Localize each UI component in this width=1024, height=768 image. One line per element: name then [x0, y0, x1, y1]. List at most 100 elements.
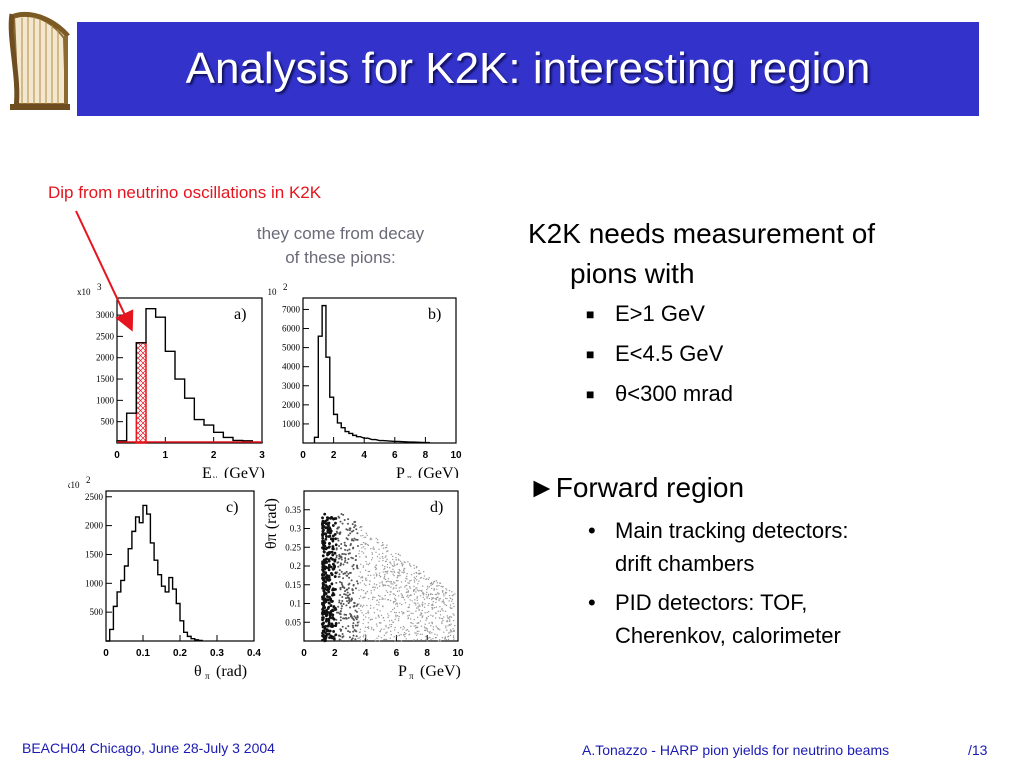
scatter-point: [321, 516, 324, 520]
scatter-point: [341, 584, 344, 587]
scatter-point: [379, 610, 381, 612]
scatter-point: [413, 639, 416, 641]
y-axis-label: θπ (rad): [263, 498, 280, 549]
scatter-point: [426, 627, 428, 630]
scatter-point: [378, 553, 380, 556]
scatter-point: [404, 633, 406, 636]
scatter-point: [364, 636, 367, 638]
scatter-point: [427, 587, 429, 589]
scatter-point: [422, 596, 424, 599]
scatter-point: [375, 551, 377, 553]
scatter-point: [423, 577, 425, 580]
scatter-point: [332, 637, 336, 641]
scatter-point: [439, 629, 441, 631]
scatter-point: [331, 524, 335, 527]
bullet-energy-min-text: E>1 GeV: [615, 301, 705, 326]
x-tick-label: 0.1: [136, 648, 150, 659]
scatter-point: [385, 638, 388, 641]
scatter-point: [435, 598, 437, 600]
scatter-point: [337, 526, 340, 529]
scatter-point: [404, 580, 407, 582]
scatter-point: [428, 597, 431, 600]
harp-logo: [8, 11, 70, 110]
scatter-point: [362, 565, 365, 567]
scatter-point: [367, 563, 370, 566]
scatter-point: [362, 622, 364, 625]
scatter-point: [436, 588, 438, 590]
scatter-point: [384, 638, 386, 641]
scatter-point: [439, 640, 442, 642]
scatter-point: [388, 580, 390, 583]
scatter-point: [384, 584, 386, 586]
x-tick-label: 6: [394, 648, 400, 659]
scatter-point: [396, 584, 398, 586]
scatter-point: [388, 615, 390, 617]
scatter-point: [367, 621, 369, 624]
scatter-point: [372, 628, 375, 631]
scatter-point: [433, 606, 436, 609]
scatter-point: [341, 595, 344, 598]
scatter-point: [367, 610, 369, 612]
scatter-point: [441, 617, 443, 620]
scatter-point: [384, 547, 387, 549]
scatter-point: [359, 526, 361, 529]
scatter-point: [323, 599, 326, 603]
scatter-point: [438, 639, 441, 641]
scatter-point: [408, 604, 411, 606]
scatter-point: [327, 585, 331, 589]
scatter-point: [383, 634, 386, 637]
scatter-point: [361, 550, 363, 553]
scatter-point: [369, 537, 372, 539]
scatter-point: [397, 631, 399, 634]
scatter-point: [373, 583, 376, 585]
scatter-point: [377, 594, 380, 597]
scatter-point: [450, 623, 452, 625]
scatter-point: [347, 534, 350, 537]
scatter-point: [454, 624, 456, 627]
scatter-point: [358, 637, 361, 639]
scatter-point: [367, 597, 370, 600]
scatter-point: [367, 574, 369, 577]
scatter-point: [451, 591, 453, 593]
scatter-point: [443, 602, 445, 604]
scatter-point: [391, 571, 393, 573]
scatter-point: [347, 616, 350, 619]
scatter-point: [375, 564, 378, 566]
scatter-point: [343, 587, 346, 590]
scatter-point: [332, 564, 336, 568]
scatter-point: [351, 523, 354, 526]
scatter-point: [424, 623, 426, 625]
scatter-point: [351, 565, 354, 568]
scatter-point: [396, 590, 399, 593]
x-axis-label-sub: π: [205, 671, 210, 681]
scatter-point: [339, 610, 342, 613]
title-bar: Analysis for K2K: interesting region: [77, 22, 979, 116]
scatter-point: [360, 563, 362, 566]
scatter-point: [401, 571, 403, 573]
scatter-point: [342, 563, 345, 566]
scatter-point: [369, 539, 371, 541]
scatter-point: [353, 601, 356, 604]
scatter-point: [350, 539, 353, 542]
scatter-point: [392, 558, 394, 561]
scatter-point: [365, 612, 367, 615]
x-axis-label: θ: [194, 663, 202, 680]
scatter-point: [347, 625, 350, 628]
scatter-point: [355, 604, 358, 607]
scatter-point: [417, 633, 419, 635]
scatter-point: [363, 596, 365, 598]
scatter-point: [392, 573, 394, 575]
scatter-point: [355, 554, 358, 557]
scatter-point: [339, 564, 342, 567]
scatter-point: [332, 517, 336, 521]
scatter-point: [448, 617, 450, 620]
scatter-point: [344, 559, 347, 562]
scatter-point: [416, 589, 419, 591]
scatter-point: [378, 616, 380, 618]
scatter-point: [348, 636, 351, 639]
scatter-point: [381, 545, 383, 547]
scatter-point: [407, 596, 409, 599]
scatter-point: [325, 610, 329, 613]
histogram-outline: [313, 304, 430, 444]
scatter-point: [390, 625, 392, 628]
